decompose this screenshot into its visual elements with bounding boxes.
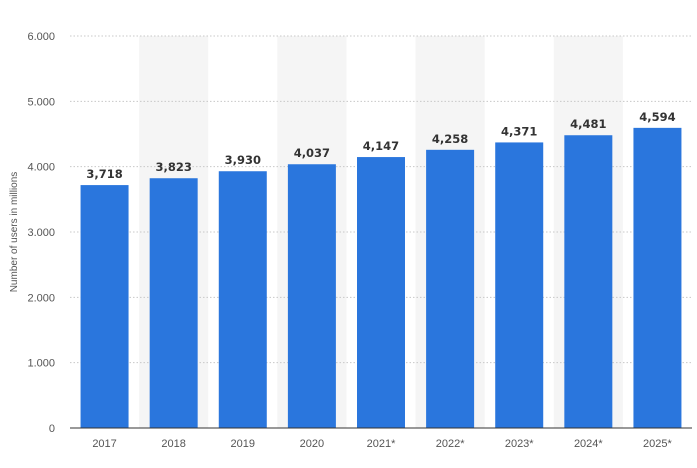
bar[interactable] [149,178,198,428]
bar-value-label: 3,930 [225,153,261,167]
bar[interactable] [357,157,405,428]
x-tick-label: 2021* [367,438,396,450]
y-tick-label: 4.000 [27,162,55,174]
y-tick-label: 0 [49,423,55,435]
bar[interactable] [633,127,682,428]
x-tick-label: 2018 [161,438,185,450]
x-axis-tick-labels: 2017 2018 2019 2020 2021* 2022* 2023* 2024* 2025… [92,438,672,450]
bar-value-label: 4,258 [432,132,468,146]
y-tick-label: 3.000 [27,227,55,239]
bar-value-label: 3,718 [86,167,122,181]
bar-value-labels: 3,718 3,823 3,930 4,037 4,147 4,258 4,371 4,481… [86,110,675,181]
bar-value-label: 4,481 [570,117,606,131]
y-tick-label: 1.000 [27,358,55,370]
bar[interactable] [426,149,475,428]
x-tick-label: 2023* [505,438,534,450]
x-tick-label: 2024* [574,438,603,450]
x-tick-label: 2025* [643,438,672,450]
bar-value-label: 4,371 [501,124,537,138]
bar[interactable] [80,185,129,428]
x-tick-label: 2022* [436,438,465,450]
bar[interactable] [218,171,267,429]
x-tick-label: 2019 [231,438,255,450]
bar-value-label: 3,823 [155,160,191,174]
y-axis-title: Number of users in millions [9,172,20,293]
bar[interactable] [495,142,544,429]
bar-value-label: 4,037 [294,146,330,160]
y-tick-label: 5.000 [27,96,55,108]
bar[interactable] [287,164,336,428]
bar-value-label: 4,594 [639,110,675,124]
bar[interactable] [564,135,613,428]
x-tick-label: 2020 [300,438,324,450]
y-axis-tick-labels: 0 1.000 2.000 3.000 4.000 5.000 6.000 [27,31,55,435]
x-tick-label: 2017 [92,438,116,450]
bars [80,127,682,429]
y-tick-label: 2.000 [27,292,55,304]
y-tick-label: 6.000 [27,31,55,43]
bar-value-label: 4,147 [363,139,399,153]
